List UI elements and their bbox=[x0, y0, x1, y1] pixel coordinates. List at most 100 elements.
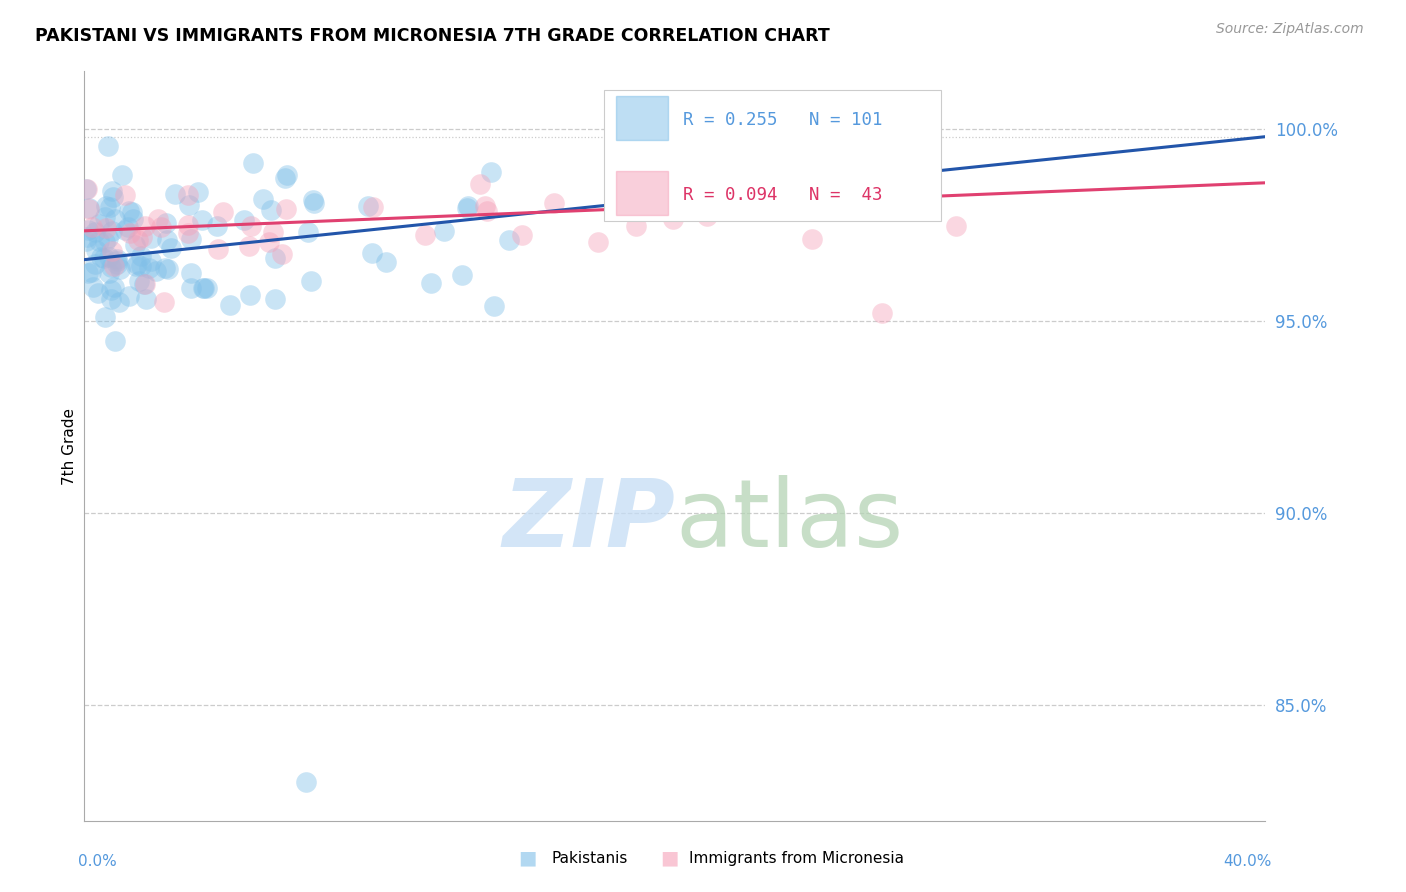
Point bbox=[76, 230, 98, 244]
Point bbox=[276, 168, 298, 182]
Point bbox=[152, 294, 174, 309]
Point bbox=[357, 199, 380, 213]
Point bbox=[475, 204, 498, 219]
Point bbox=[155, 216, 177, 230]
Point bbox=[111, 169, 134, 183]
Text: R = 0.094   N =  43: R = 0.094 N = 43 bbox=[683, 186, 883, 204]
Point bbox=[195, 280, 218, 294]
Point bbox=[80, 220, 103, 235]
Text: ■: ■ bbox=[517, 848, 537, 868]
Point bbox=[103, 280, 125, 294]
Point bbox=[420, 276, 443, 290]
Point bbox=[156, 262, 179, 277]
Point bbox=[134, 219, 156, 233]
Point bbox=[177, 227, 200, 241]
Point bbox=[361, 246, 384, 260]
Point bbox=[156, 233, 179, 247]
Point bbox=[271, 246, 294, 260]
Point bbox=[193, 281, 215, 295]
Text: 40.0%: 40.0% bbox=[1223, 855, 1271, 870]
Point bbox=[260, 202, 283, 217]
Point bbox=[468, 177, 491, 191]
Text: Source: ZipAtlas.com: Source: ZipAtlas.com bbox=[1216, 22, 1364, 37]
Point bbox=[80, 265, 103, 279]
Point bbox=[219, 298, 242, 312]
Point bbox=[101, 190, 124, 204]
Point bbox=[108, 261, 131, 276]
Point bbox=[361, 200, 384, 214]
Point bbox=[510, 227, 533, 242]
Text: atlas: atlas bbox=[675, 475, 903, 567]
Point bbox=[134, 277, 156, 292]
Point bbox=[117, 219, 139, 234]
Point bbox=[482, 299, 505, 313]
Point bbox=[84, 257, 107, 271]
Point bbox=[82, 280, 104, 294]
Point bbox=[118, 204, 141, 219]
Point bbox=[97, 138, 120, 153]
Point bbox=[179, 197, 201, 211]
Point bbox=[239, 288, 262, 302]
Point bbox=[264, 292, 287, 306]
Point bbox=[100, 293, 122, 307]
Point bbox=[457, 199, 479, 213]
Point bbox=[122, 211, 145, 226]
Point bbox=[118, 289, 141, 303]
Point bbox=[801, 232, 824, 246]
Point bbox=[96, 220, 118, 235]
Point bbox=[90, 251, 112, 265]
Point bbox=[105, 254, 128, 268]
Point bbox=[84, 243, 107, 257]
Point bbox=[177, 218, 200, 232]
Point bbox=[264, 251, 287, 265]
Point bbox=[295, 775, 318, 789]
Point bbox=[94, 199, 117, 213]
Point bbox=[75, 234, 97, 248]
Point bbox=[97, 251, 120, 265]
Point bbox=[124, 238, 146, 252]
Point bbox=[107, 295, 129, 310]
Point bbox=[146, 211, 169, 226]
Point bbox=[233, 213, 256, 227]
Point bbox=[114, 187, 136, 202]
Text: Pakistanis: Pakistanis bbox=[551, 851, 627, 865]
Point bbox=[165, 187, 187, 202]
FancyBboxPatch shape bbox=[616, 96, 668, 140]
Point bbox=[191, 281, 214, 295]
Point bbox=[94, 235, 117, 249]
Point bbox=[129, 260, 152, 274]
Point bbox=[696, 209, 718, 223]
Point bbox=[870, 306, 893, 320]
Point bbox=[375, 255, 398, 269]
Point bbox=[93, 252, 115, 266]
Text: PAKISTANI VS IMMIGRANTS FROM MICRONESIA 7TH GRADE CORRELATION CHART: PAKISTANI VS IMMIGRANTS FROM MICRONESIA … bbox=[35, 27, 830, 45]
Point bbox=[433, 224, 456, 238]
Point bbox=[98, 266, 121, 280]
Point bbox=[498, 233, 520, 247]
Point bbox=[83, 225, 105, 239]
Point bbox=[474, 199, 496, 213]
Point bbox=[586, 235, 609, 250]
Point bbox=[101, 244, 124, 258]
Point bbox=[187, 186, 209, 200]
Point bbox=[104, 334, 127, 349]
Text: ■: ■ bbox=[659, 848, 679, 868]
Point bbox=[89, 217, 111, 231]
FancyBboxPatch shape bbox=[616, 171, 668, 215]
Text: Immigrants from Micronesia: Immigrants from Micronesia bbox=[689, 851, 904, 865]
Point bbox=[76, 223, 98, 237]
Point bbox=[104, 211, 127, 226]
Point bbox=[153, 261, 176, 276]
Point bbox=[141, 231, 163, 245]
Point bbox=[205, 219, 228, 233]
Point bbox=[150, 219, 173, 234]
Point bbox=[274, 202, 297, 216]
Point bbox=[207, 242, 229, 256]
Point bbox=[297, 225, 319, 239]
Point bbox=[128, 274, 150, 288]
Point bbox=[134, 277, 156, 291]
Point bbox=[662, 211, 685, 226]
Point bbox=[177, 188, 200, 202]
Point bbox=[450, 268, 472, 282]
Point bbox=[129, 249, 152, 263]
